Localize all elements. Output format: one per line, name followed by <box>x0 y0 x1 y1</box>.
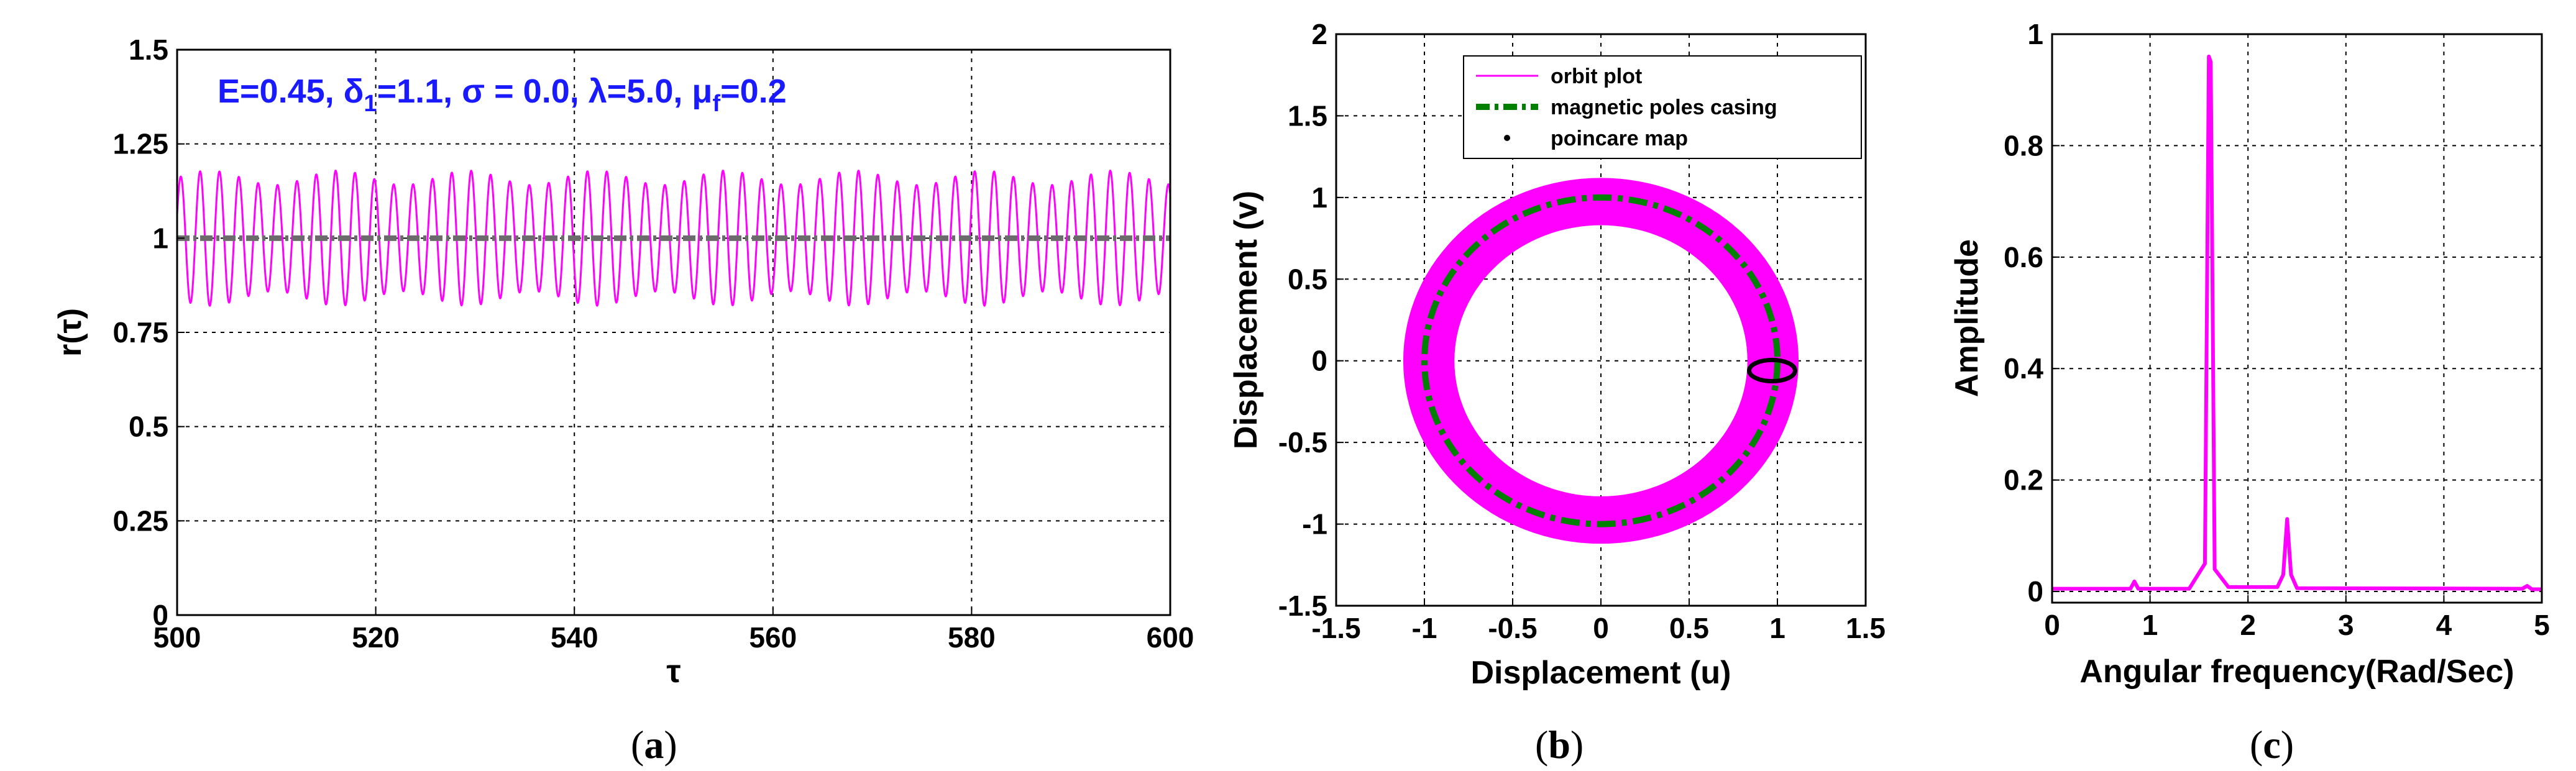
legend-poincare-dot <box>1504 135 1510 141</box>
panel-c-xtick-label: 1 <box>2142 609 2158 641</box>
panel-c-xlabel: Angular frequency(Rad/Sec) <box>2079 654 2514 690</box>
panel-b-xtick-label: -0.5 <box>1488 612 1537 644</box>
panel-c-ytick-label: 1 <box>2027 18 2043 50</box>
panel-b-ytick-label: 0.5 <box>1288 263 1327 295</box>
panel-c-xtick-label: 2 <box>2240 609 2256 641</box>
panel-b-ytick-label: -1 <box>1302 508 1327 541</box>
panel-c-xtick-label: 5 <box>2534 609 2550 641</box>
panel-c-ytick-label: 0.2 <box>2004 464 2043 496</box>
legend-poincare-label: poincare map <box>1551 127 1688 150</box>
panel-b: -1.5 -1 -0.5 0 0.5 1 1.5 -1.5 -1 -0.5 0 0.5 1 1.5 2 o… <box>1228 18 1886 767</box>
panel-a-ytick-label: 1 <box>152 222 168 254</box>
poincare-map-marker <box>1747 357 1797 384</box>
panel-a-label: (a) <box>631 723 677 767</box>
panel-b-ylabel: Displacement (v) <box>1228 191 1264 449</box>
panel-a-ytick-label: 0.25 <box>112 504 168 537</box>
panel-b-xlabel: Displacement (u) <box>1471 655 1731 691</box>
panel-b-ytick-label: -0.5 <box>1278 426 1327 458</box>
panel-b-xtick-label: 1.5 <box>1846 612 1886 644</box>
panel-b-label: (b) <box>1535 723 1584 767</box>
panel-c-xtick-label: 3 <box>2338 609 2354 641</box>
panel-a-xtick-label: 580 <box>948 621 996 654</box>
panel-a-grid <box>177 50 1170 615</box>
panel-b-ytick-label: 1.5 <box>1288 99 1327 132</box>
panel-b-ytick-label: 2 <box>1311 18 1327 50</box>
legend-box <box>1463 55 1862 159</box>
panel-a-ytick-label: 0.75 <box>112 316 168 349</box>
panel-a-xtick-label: 560 <box>749 621 797 654</box>
panel-b-ytick-label: 0 <box>1311 345 1327 377</box>
panel-b-xtick-label: 0.5 <box>1669 612 1709 644</box>
panel-b-ytick-label: -1.5 <box>1278 590 1327 622</box>
panel-c-xtick-label: 0 <box>2044 609 2060 641</box>
legend-casing-label: magnetic poles casing <box>1551 96 1777 119</box>
panel-c-ytick-label: 0 <box>2027 575 2043 608</box>
panel-b-xtick-label: 0 <box>1593 612 1609 644</box>
panel-b-xtick-label: -1.5 <box>1311 612 1360 644</box>
panel-a-ylabel: r(τ) <box>52 308 88 357</box>
panel-a-title: E=0.45, δ1=1.1, σ = 0.0, λ=5.0, μf=0.2 <box>218 73 787 117</box>
panel-a-xtick-label: 600 <box>1147 621 1194 654</box>
panel-c-frame <box>2051 33 2543 604</box>
panel-b-legend: orbit plot magnetic poles casing poincar… <box>1463 55 1862 159</box>
panel-c-ytick-label: 0.8 <box>2004 129 2043 162</box>
panel-c-plot-area <box>2052 34 2542 603</box>
panel-a-xtick-label: 540 <box>551 621 598 654</box>
panel-a-ytick-label: 0.5 <box>129 411 168 443</box>
panel-c-yticks: 0 0.2 0.4 0.6 0.8 1 <box>2004 18 2060 608</box>
panel-c-label: (c) <box>2250 723 2294 767</box>
panel-a-xtick-label: 500 <box>154 621 201 654</box>
panel-b-yticks: -1.5 -1 -0.5 0 0.5 1 1.5 2 <box>1278 18 1344 622</box>
panel-c: 0 1 2 3 4 5 0 0.2 0.4 0.6 0.8 1 Angular frequency(… <box>1949 18 2550 767</box>
panel-c-ylabel: Amplitude <box>1949 239 1985 397</box>
panel-b-xtick-label: 1 <box>1769 612 1785 644</box>
panel-b-xtick-label: -1 <box>1412 612 1437 644</box>
panel-a-series <box>176 170 1171 307</box>
panel-a-ytick-label: 0 <box>152 599 168 631</box>
fft-amplitude-line <box>2052 54 2542 591</box>
r-tau-signal-line <box>176 170 1171 307</box>
panel-a-ytick-label: 1.5 <box>129 34 168 66</box>
panel-a: 500 520 540 560 580 600 00.250.50.7511.251.5 … <box>52 34 1194 767</box>
panel-c-ytick-label: 0.6 <box>2004 241 2043 273</box>
panel-b-xticks: -1.5 -1 -0.5 0 0.5 1 1.5 <box>1311 598 1886 644</box>
panel-c-grid <box>2052 34 2542 603</box>
panel-b-ytick-label: 1 <box>1311 181 1327 214</box>
panel-c-xtick-label: 4 <box>2436 609 2452 641</box>
panel-b-orbit <box>1403 178 1799 544</box>
panel-a-yticks: 0 0.25 0.5 0.75 1 1.25 1.5 <box>112 34 185 631</box>
panel-a-ytick-label: 1.25 <box>112 128 168 160</box>
panel-a-xticks: 500 520 540 560 580 600 <box>154 608 1194 654</box>
legend-orbit-label: orbit plot <box>1551 65 1642 88</box>
panel-c-xticks: 0 1 2 3 4 5 <box>2044 595 2550 641</box>
panel-c-ytick-label: 0.4 <box>2004 352 2043 385</box>
panel-a-xlabel: τ <box>666 654 681 690</box>
panel-c-series <box>2052 54 2542 591</box>
panel-a-xtick-label: 520 <box>352 621 400 654</box>
